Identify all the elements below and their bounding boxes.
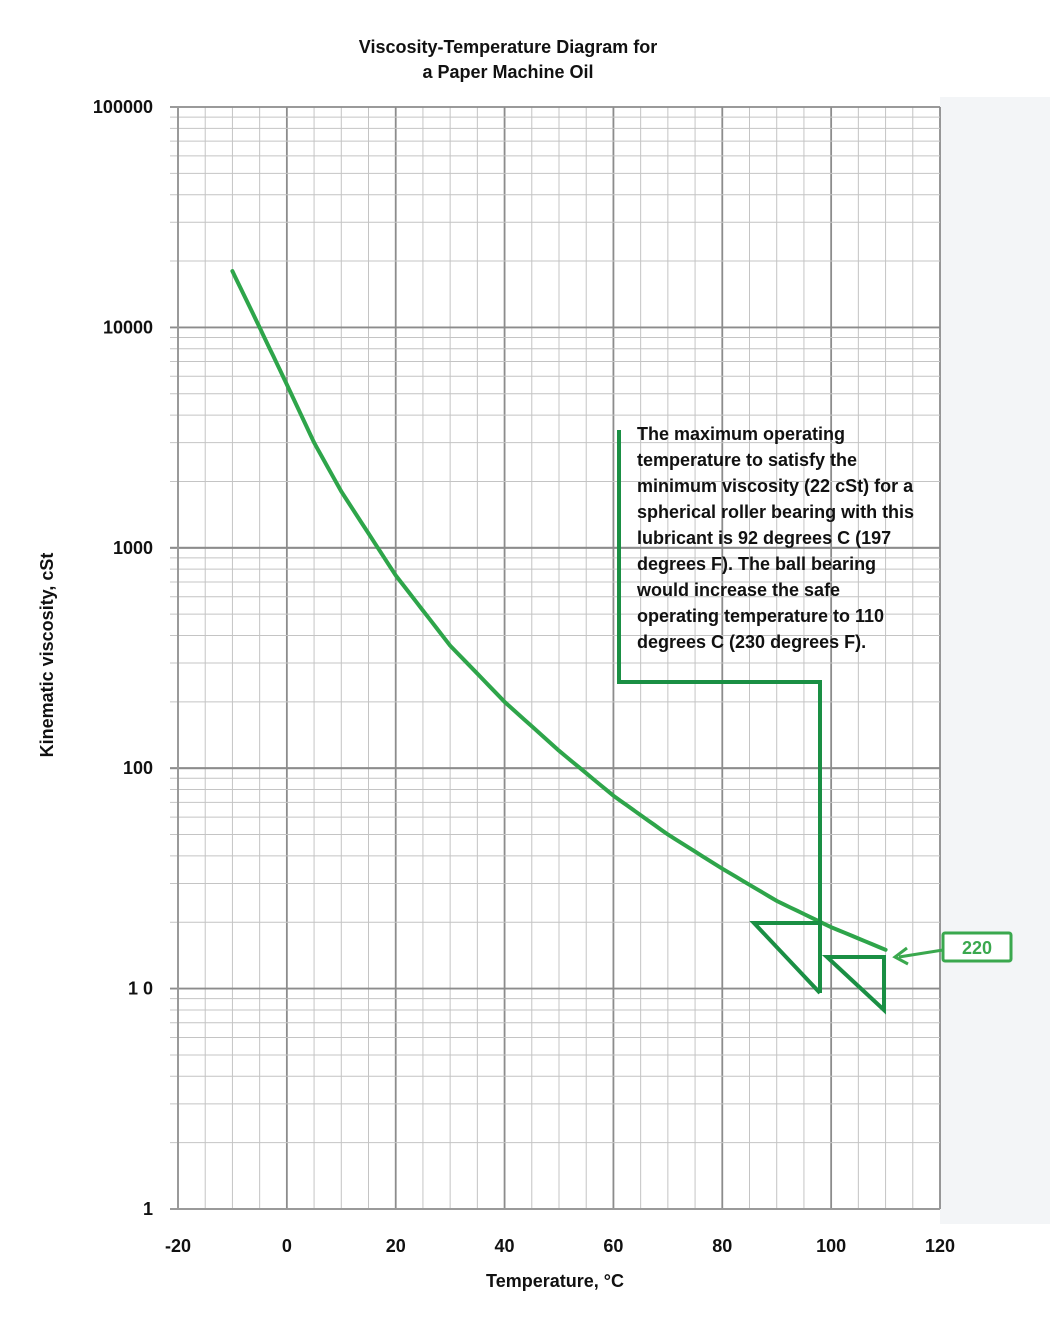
x-tick-label: 20 bbox=[386, 1236, 406, 1256]
series-tag-label: 220 bbox=[962, 938, 992, 958]
y-tick-label: 10000 bbox=[103, 317, 153, 337]
y-tick-label: 1 bbox=[143, 1199, 153, 1219]
annotation-line: degrees F). The ball bearing bbox=[637, 554, 876, 574]
annotation-line: would increase the safe bbox=[636, 580, 840, 600]
x-tick-label: 120 bbox=[925, 1236, 955, 1256]
x-tick-label: 40 bbox=[495, 1236, 515, 1256]
series-tag-arrowhead-icon bbox=[892, 946, 909, 966]
x-tick-label: 60 bbox=[603, 1236, 623, 1256]
y-axis-label: Kinematic viscosity, cSt bbox=[37, 553, 57, 758]
y-tick-label: 1 0 bbox=[128, 979, 153, 999]
annotation-line: operating temperature to 110 bbox=[637, 606, 884, 626]
annotation-line: lubricant is 92 degrees C (197 bbox=[637, 528, 891, 548]
series-tag-box bbox=[941, 931, 1013, 963]
series-tag-leader bbox=[898, 948, 944, 959]
chart-title-line-2: a Paper Machine Oil bbox=[422, 62, 593, 82]
plot-right-background bbox=[940, 97, 1050, 1224]
y-tick-label: 1000 bbox=[113, 538, 153, 558]
annotation-text: The maximum operating temperature to sati… bbox=[636, 424, 914, 652]
x-axis-label: Temperature, °C bbox=[486, 1271, 624, 1291]
annotation-line: temperature to satisfy the bbox=[637, 450, 857, 470]
x-tick-labels: -20 0 20 40 60 80 100 120 bbox=[165, 1236, 955, 1256]
ball-bearing-marker bbox=[821, 955, 886, 1015]
y-tick-label: 100000 bbox=[93, 97, 153, 117]
x-tick-label: 80 bbox=[712, 1236, 732, 1256]
chart-title-line-1: Viscosity-Temperature Diagram for bbox=[359, 37, 657, 57]
series-tag-220: 220 bbox=[892, 931, 1013, 966]
roller-bearing-marker bbox=[749, 921, 822, 995]
annotation-line: spherical roller bearing with this bbox=[637, 502, 914, 522]
x-tick-label: 0 bbox=[282, 1236, 292, 1256]
operating-limit-guides bbox=[617, 430, 886, 1015]
grid bbox=[170, 106, 941, 1210]
y-tick-label: 100 bbox=[123, 758, 153, 778]
annotation-line: minimum viscosity (22 cSt) for a bbox=[637, 476, 914, 496]
annotation-line: degrees C (230 degrees F). bbox=[637, 632, 866, 652]
y-tick-labels: 1 1 0 100 1000 10000 100000 bbox=[93, 97, 153, 1219]
annotation-line: The maximum operating bbox=[637, 424, 845, 444]
x-tick-label: 100 bbox=[816, 1236, 846, 1256]
series-line-220 bbox=[230, 269, 888, 952]
x-tick-label: -20 bbox=[165, 1236, 191, 1256]
callout-bracket bbox=[617, 430, 822, 993]
